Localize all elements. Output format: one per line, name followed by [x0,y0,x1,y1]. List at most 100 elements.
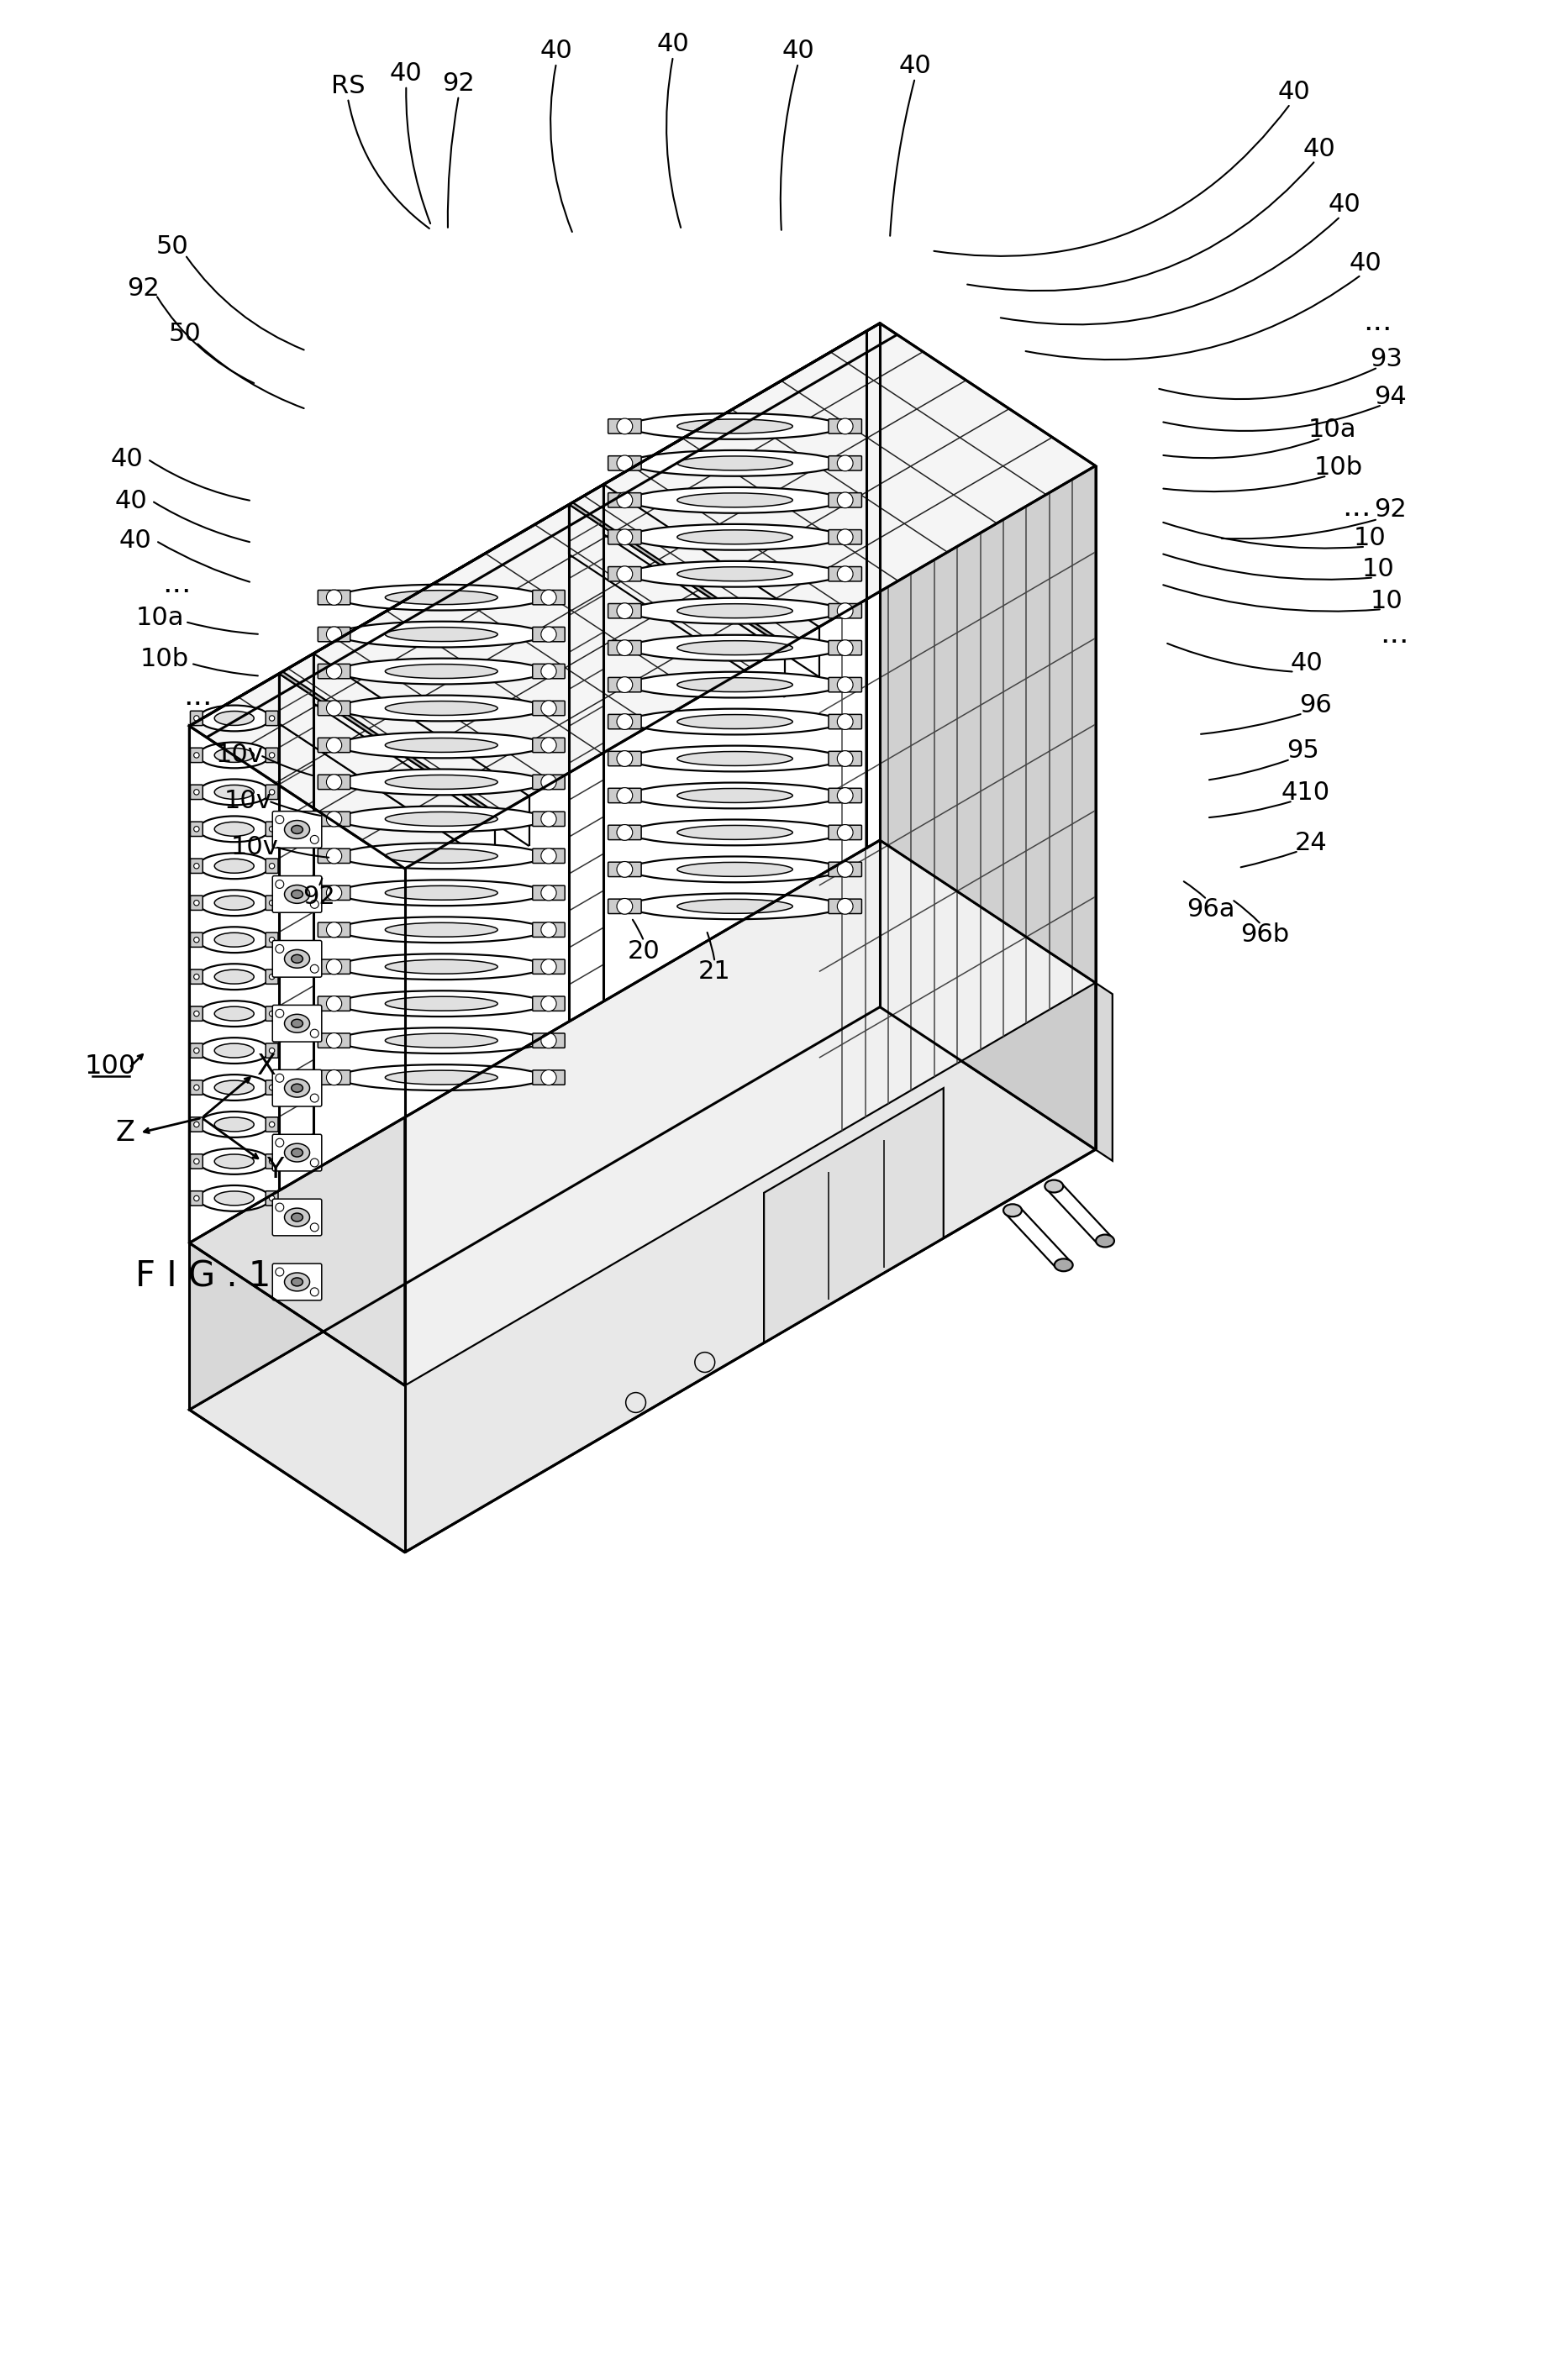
FancyBboxPatch shape [266,1007,278,1021]
Polygon shape [569,502,788,647]
Circle shape [269,1121,275,1128]
Text: 50: 50 [169,321,202,345]
FancyArrowPatch shape [1163,555,1371,581]
Polygon shape [189,840,880,1409]
FancyArrowPatch shape [1160,369,1375,400]
Circle shape [838,640,853,657]
Circle shape [617,419,633,433]
Ellipse shape [339,1028,544,1054]
Ellipse shape [214,1042,253,1057]
Ellipse shape [199,926,270,952]
Text: 10a: 10a [136,605,184,631]
Ellipse shape [339,659,544,683]
FancyBboxPatch shape [608,678,641,693]
Ellipse shape [384,885,497,900]
FancyBboxPatch shape [272,812,322,847]
Circle shape [194,1121,199,1128]
FancyBboxPatch shape [533,776,564,790]
Text: ...: ... [183,683,213,712]
Circle shape [541,774,556,790]
Ellipse shape [291,890,303,897]
Text: 10: 10 [1369,588,1402,614]
Ellipse shape [339,843,544,869]
Text: 40: 40 [656,31,689,57]
Ellipse shape [291,1083,303,1092]
Circle shape [311,1028,319,1038]
Circle shape [327,1033,342,1047]
FancyArrowPatch shape [186,257,303,350]
Ellipse shape [630,450,839,476]
Ellipse shape [630,745,839,771]
Ellipse shape [677,714,792,728]
Circle shape [838,862,853,878]
Text: 10v: 10v [230,835,278,859]
Ellipse shape [384,959,497,973]
Polygon shape [880,840,1096,1150]
Circle shape [617,714,633,731]
FancyBboxPatch shape [266,859,278,873]
Ellipse shape [199,778,270,804]
FancyBboxPatch shape [317,776,350,790]
FancyBboxPatch shape [317,1033,350,1047]
Ellipse shape [384,923,497,938]
Ellipse shape [339,585,544,609]
Text: 24: 24 [1294,831,1327,854]
FancyBboxPatch shape [608,419,641,433]
Ellipse shape [199,743,270,769]
FancyArrowPatch shape [270,802,320,816]
Circle shape [617,493,633,507]
Circle shape [617,602,633,619]
FancyArrowPatch shape [1168,643,1293,671]
Circle shape [327,626,342,643]
Ellipse shape [677,788,792,802]
Circle shape [327,959,342,973]
FancyBboxPatch shape [266,747,278,762]
Circle shape [838,528,853,545]
FancyBboxPatch shape [533,923,564,938]
Polygon shape [189,1007,1096,1552]
Circle shape [194,900,199,904]
Ellipse shape [214,1007,253,1021]
Ellipse shape [630,488,839,514]
Ellipse shape [199,1000,270,1026]
FancyBboxPatch shape [317,812,350,826]
Ellipse shape [214,859,253,873]
Text: 21: 21 [699,959,731,985]
FancyArrowPatch shape [1163,585,1380,612]
Circle shape [327,1071,342,1085]
FancyArrowPatch shape [780,64,797,231]
FancyArrowPatch shape [706,933,714,959]
FancyArrowPatch shape [935,105,1289,257]
Circle shape [194,864,199,869]
Ellipse shape [630,635,839,662]
FancyBboxPatch shape [828,752,861,766]
Ellipse shape [630,597,839,624]
FancyBboxPatch shape [317,590,350,605]
Circle shape [275,881,284,888]
Ellipse shape [214,895,253,909]
Ellipse shape [214,1154,253,1169]
Text: 92: 92 [302,885,334,909]
Circle shape [327,700,342,716]
Text: 40: 40 [1279,81,1311,105]
FancyArrowPatch shape [153,502,250,543]
Circle shape [327,664,342,678]
Text: 96a: 96a [1186,897,1235,921]
FancyBboxPatch shape [191,1007,203,1021]
FancyBboxPatch shape [191,747,203,762]
Ellipse shape [199,704,270,731]
FancyBboxPatch shape [191,933,203,947]
FancyBboxPatch shape [608,493,641,507]
FancyBboxPatch shape [266,1190,278,1207]
Circle shape [541,995,556,1012]
Text: 40: 40 [389,62,422,86]
Ellipse shape [284,1078,309,1097]
Ellipse shape [291,826,303,833]
Text: 40: 40 [782,38,814,62]
Text: 100: 100 [84,1054,136,1078]
Ellipse shape [214,712,253,726]
FancyBboxPatch shape [828,566,861,581]
FancyArrowPatch shape [889,81,914,236]
Circle shape [541,921,556,938]
Ellipse shape [214,747,253,762]
